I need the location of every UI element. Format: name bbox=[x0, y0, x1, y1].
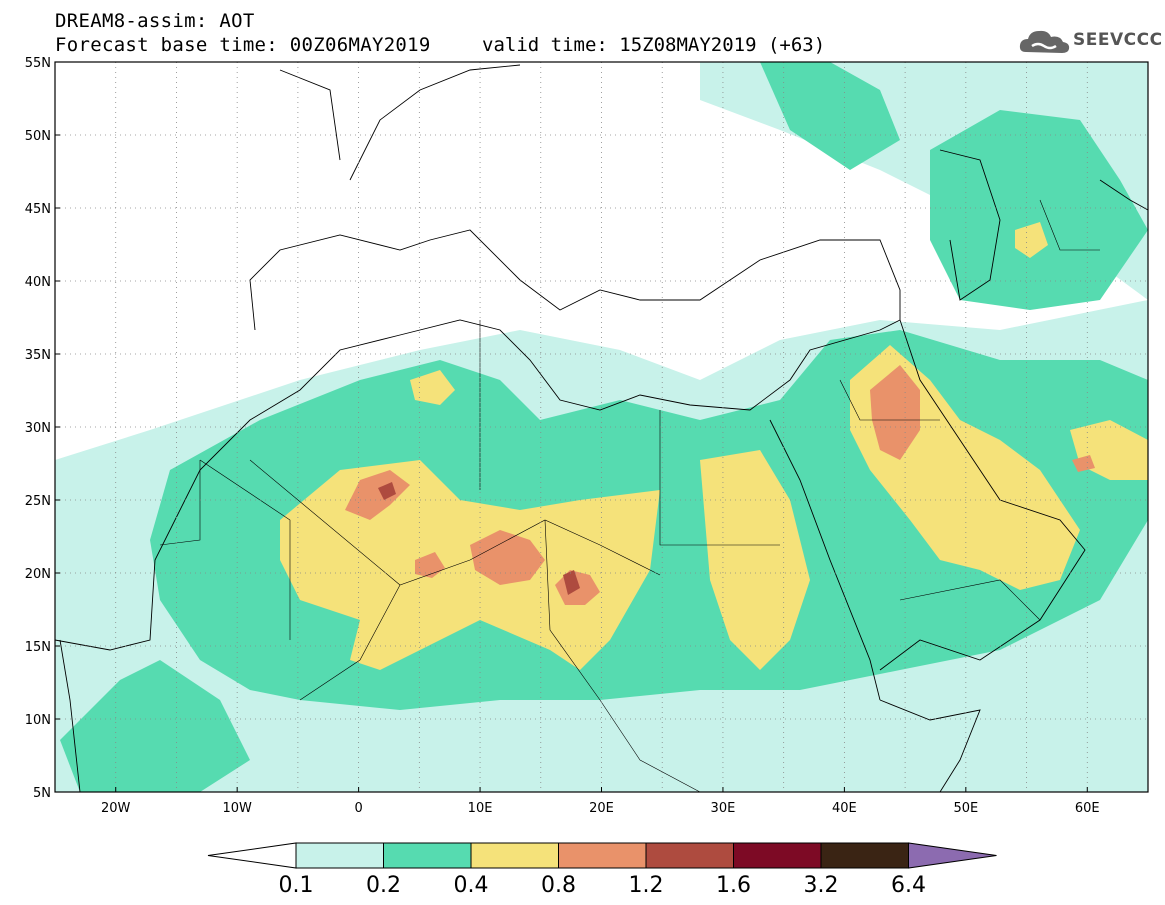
colorbar-segment bbox=[733, 842, 822, 869]
lon-tick-label: 20E bbox=[589, 801, 614, 816]
colorbar: 0.1 0.2 0.4 0.8 1.2 1.6 3.2 6.4 bbox=[207, 842, 997, 898]
lat-tick-label: 35N bbox=[25, 348, 51, 363]
colorbar-underflow-arrow bbox=[207, 842, 297, 869]
lon-tick-label: 10W bbox=[222, 801, 252, 816]
country-borders bbox=[159, 199, 1100, 792]
lon-tick-label: 50E bbox=[953, 801, 978, 816]
lon-tick-label: 60E bbox=[1075, 801, 1100, 816]
colorbar-label: 0.1 bbox=[279, 873, 314, 898]
seevccc-logo: SEEVCCC bbox=[1018, 24, 1162, 58]
lat-tick-label: 10N bbox=[25, 713, 51, 728]
forecast-base-time: Forecast base time: 00Z06MAY2019 bbox=[55, 34, 431, 56]
lat-tick-label: 50N bbox=[25, 129, 51, 144]
lon-tick-label: 20W bbox=[101, 801, 131, 816]
lat-tick-label: 5N bbox=[33, 786, 51, 801]
colorbar-label: 3.2 bbox=[804, 873, 839, 898]
lon-tick-label: 30E bbox=[711, 801, 736, 816]
colorbar-label: 0.2 bbox=[366, 873, 401, 898]
lon-tick-label: 0 bbox=[354, 801, 362, 816]
colorbar-segment bbox=[820, 842, 909, 869]
lat-tick-label: 15N bbox=[25, 640, 51, 655]
lat-tick-label: 30N bbox=[25, 421, 51, 436]
lon-tick-label: 10E bbox=[468, 801, 493, 816]
aot-level-0-8 bbox=[345, 365, 1095, 605]
colorbar-segment bbox=[383, 842, 472, 869]
colorbar-label: 1.6 bbox=[716, 873, 751, 898]
gridlines bbox=[55, 62, 1148, 792]
colorbar-segment bbox=[295, 842, 384, 869]
aot-level-1-2 bbox=[378, 482, 580, 595]
lat-tick-label: 20N bbox=[25, 567, 51, 582]
colorbar-segment bbox=[558, 842, 647, 869]
lat-tick-label: 55N bbox=[25, 56, 51, 71]
map-title: DREAM8-assim: AOT bbox=[55, 10, 255, 32]
logo-text: SEEVCCC bbox=[1073, 30, 1163, 50]
lon-tick-label: 40E bbox=[832, 801, 857, 816]
valid-time: valid time: 15Z08MAY2019 (+63) bbox=[482, 34, 826, 56]
colorbar-segment bbox=[645, 842, 734, 869]
colorbar-overflow-arrow bbox=[908, 842, 997, 869]
aot-field bbox=[55, 62, 1148, 792]
colorbar-label: 1.2 bbox=[629, 873, 664, 898]
colorbar-label: 0.8 bbox=[541, 873, 576, 898]
lat-tick-label: 40N bbox=[25, 275, 51, 290]
lat-tick-label: 45N bbox=[25, 202, 51, 217]
coastlines bbox=[55, 64, 1148, 792]
colorbar-label: 6.4 bbox=[891, 873, 926, 898]
cloud-icon bbox=[1019, 30, 1070, 53]
lat-tick-label: 25N bbox=[25, 494, 51, 509]
latitude-labels: 55N 50N 45N 40N 35N 30N 25N 20N 15N 10N 5N bbox=[25, 56, 60, 801]
colorbar-label: 0.4 bbox=[454, 873, 489, 898]
colorbar-segment bbox=[470, 842, 559, 869]
longitude-labels: 20W 10W 0 10E 20E 30E 40E 50E 60E bbox=[101, 787, 1100, 816]
